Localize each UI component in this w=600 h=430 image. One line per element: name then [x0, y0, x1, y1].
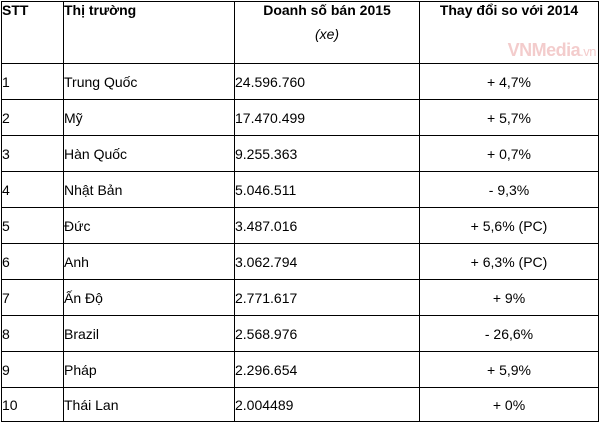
cell-stt: 1: [1, 63, 64, 100]
cell-market: Brazil: [63, 315, 235, 352]
cell-change: + 0,7%: [419, 135, 599, 172]
car-sales-table: STT Thị trường Doanh số bán 2015 (xe) Th…: [1, 1, 599, 422]
cell-change: + 6,3% (PC): [419, 243, 599, 280]
cell-sales: 9.255.363: [234, 135, 420, 172]
table-row: 2 Mỹ 17.470.499 + 5,7%: [1, 99, 599, 136]
cell-stt: 3: [1, 135, 64, 172]
header-row: STT Thị trường Doanh số bán 2015 (xe) Th…: [1, 1, 599, 64]
header-change-label: Thay đổi so với 2014: [439, 2, 579, 19]
table-row: 7 Ấn Độ 2.771.617 + 9%: [1, 279, 599, 316]
table-row: 10 Thái Lan 2.004489 + 0%: [1, 387, 599, 422]
header-market: Thị trường: [63, 1, 235, 64]
cell-market: Ấn Độ: [63, 279, 235, 316]
cell-market: Hàn Quốc: [63, 135, 235, 172]
table-header: STT Thị trường Doanh số bán 2015 (xe) Th…: [1, 1, 599, 64]
cell-stt: 5: [1, 207, 64, 244]
cell-sales: 2.004489: [234, 387, 420, 422]
cell-change: + 5,6% (PC): [419, 207, 599, 244]
cell-change: + 9%: [419, 279, 599, 316]
table-row: 9 Pháp 2.296.654 + 5,9%: [1, 351, 599, 388]
table-row: 4 Nhật Bản 5.046.511- 9,3%: [1, 171, 599, 208]
cell-sales: 24.596.760: [234, 63, 420, 100]
cell-change: + 0%: [419, 387, 599, 422]
cell-stt: 4: [1, 171, 64, 208]
table-row: 3 Hàn Quốc 9.255.363 + 0,7%: [1, 135, 599, 172]
watermark-main: VNMedia: [507, 40, 581, 60]
header-stt: STT: [1, 1, 64, 64]
header-change: Thay đổi so với 2014 VNMedia.vn: [419, 1, 599, 64]
cell-sales: 3.062.794: [234, 243, 420, 280]
cell-market: Pháp: [63, 351, 235, 388]
cell-change: - 9,3%: [419, 171, 599, 208]
cell-market: Trung Quốc: [63, 63, 235, 100]
cell-market: Đức: [63, 207, 235, 244]
cell-sales: 5.046.511: [234, 171, 420, 208]
cell-stt: 10: [1, 387, 64, 422]
cell-sales: 3.487.016: [234, 207, 420, 244]
header-sales-label: Doanh số bán 2015: [263, 2, 391, 19]
cell-stt: 2: [1, 99, 64, 136]
cell-change: + 4,7%: [419, 63, 599, 100]
table-row: 6 Anh 3.062.794 + 6,3% (PC): [1, 243, 599, 280]
cell-change: - 26,6%: [419, 315, 599, 352]
table-row: 1 Trung Quốc 24.596.760 + 4,7%: [1, 63, 599, 100]
watermark-suffix: .vn: [580, 44, 596, 59]
header-sales-unit: (xe): [314, 26, 340, 42]
cell-sales: 2.296.654: [234, 351, 420, 388]
watermark-logo: VNMedia.vn: [507, 40, 597, 61]
cell-sales: 17.470.499: [234, 99, 420, 136]
cell-stt: 6: [1, 243, 64, 280]
cell-stt: 8: [1, 315, 64, 352]
table-body: 1 Trung Quốc 24.596.760 + 4,7% 2 Mỹ 17.470.499…: [1, 63, 599, 422]
cell-market: Anh: [63, 243, 235, 280]
cell-market: Nhật Bản: [63, 171, 235, 208]
cell-sales: 2.771.617: [234, 279, 420, 316]
cell-change: + 5,7%: [419, 99, 599, 136]
header-sales: Doanh số bán 2015 (xe): [234, 1, 420, 64]
cell-market: Mỹ: [63, 99, 235, 136]
table-row: 8 Brazil 2.568.976- 26,6%: [1, 315, 599, 352]
cell-change: + 5,9%: [419, 351, 599, 388]
table-row: 5 Đức 3.487.016 + 5,6% (PC): [1, 207, 599, 244]
cell-sales: 2.568.976: [234, 315, 420, 352]
cell-stt: 9: [1, 351, 64, 388]
cell-stt: 7: [1, 279, 64, 316]
cell-market: Thái Lan: [63, 387, 235, 422]
